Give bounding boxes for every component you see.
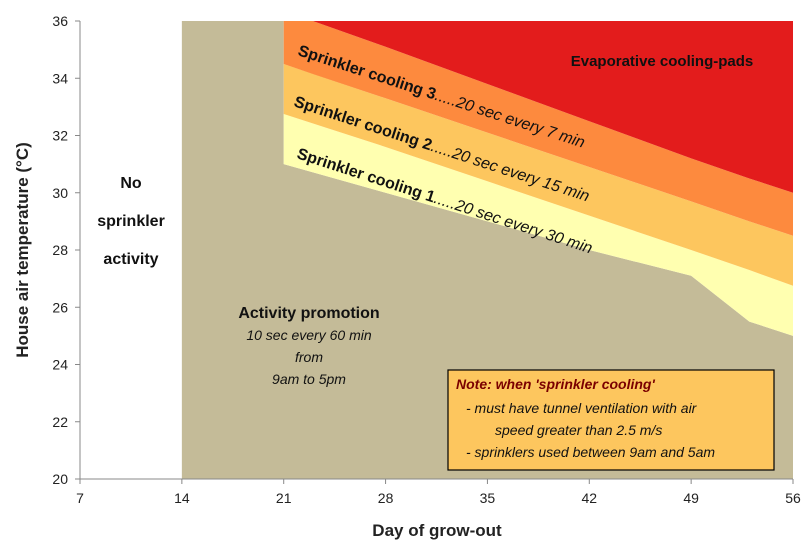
x-tick-label: 42	[581, 490, 597, 506]
region-detail: 10 sec every 60 min	[246, 327, 371, 343]
x-axis-title: Day of grow-out	[372, 521, 502, 540]
y-axis-title: House air temperature (°C)	[13, 142, 32, 358]
region-label: Activity promotion	[238, 305, 379, 322]
note-box	[447, 369, 775, 471]
note-line: - sprinklers used between 9am and 5am	[466, 444, 715, 460]
region-area	[283, 63, 793, 286]
y-tick-label: 30	[52, 185, 68, 201]
y-tick-label: 24	[52, 357, 68, 373]
note-line: - must have tunnel ventilation with air	[466, 400, 698, 416]
region-label: Evaporative cooling-pads	[571, 53, 754, 70]
y-tick-label: 32	[52, 128, 68, 144]
y-tick-label: 26	[52, 299, 68, 315]
x-tick-label: 28	[378, 490, 394, 506]
x-tick-label: 56	[785, 490, 801, 506]
region-area	[312, 21, 793, 193]
x-tick-label: 14	[174, 490, 190, 506]
note-title: Note: when 'sprinkler cooling'	[456, 376, 655, 392]
region-detail: from	[295, 349, 323, 365]
y-tick-label: 34	[52, 70, 68, 86]
x-tick-label: 35	[480, 490, 496, 506]
annotation: sprinkler	[97, 213, 165, 230]
y-tick-label: 22	[52, 414, 68, 430]
region-area	[181, 21, 793, 479]
y-tick-label: 36	[52, 13, 68, 29]
x-tick-label: 7	[76, 490, 84, 506]
annotation: activity	[103, 251, 158, 268]
region-detail: 9am to 5pm	[272, 371, 346, 387]
note-line: speed greater than 2.5 m/s	[495, 422, 662, 438]
x-tick-label: 49	[683, 490, 699, 506]
region-area	[283, 114, 793, 336]
annotation: No	[120, 175, 142, 192]
y-tick-label: 20	[52, 471, 68, 487]
y-tick-label: 28	[52, 242, 68, 258]
region-area	[283, 21, 793, 236]
x-tick-label: 21	[276, 490, 292, 506]
